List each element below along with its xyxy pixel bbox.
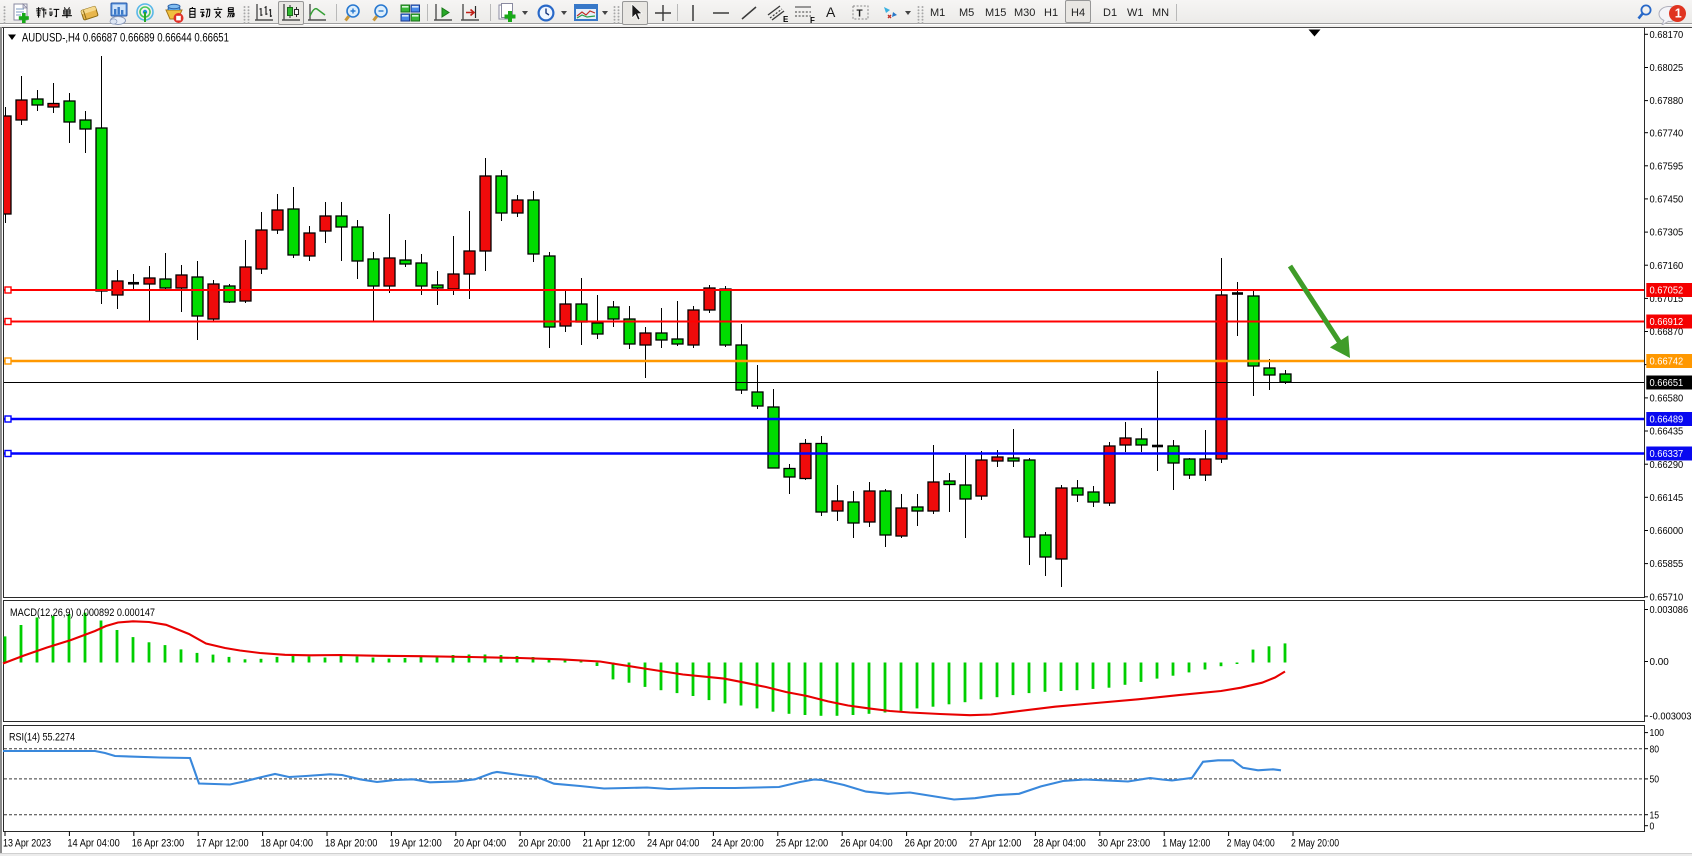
svg-text:0.67880: 0.67880 bbox=[1650, 96, 1684, 107]
svg-text:0: 0 bbox=[1650, 821, 1655, 832]
svg-text:15: 15 bbox=[1650, 810, 1660, 821]
svg-text:0.68025: 0.68025 bbox=[1650, 63, 1684, 74]
svg-text:24 Apr 20:00: 24 Apr 20:00 bbox=[711, 837, 763, 849]
svg-text:19 Apr 12:00: 19 Apr 12:00 bbox=[389, 837, 441, 849]
svg-text:E: E bbox=[783, 15, 789, 24]
svg-text:0.003086: 0.003086 bbox=[1650, 605, 1689, 616]
svg-text:27 Apr 12:00: 27 Apr 12:00 bbox=[969, 837, 1021, 849]
svg-text:100: 100 bbox=[1650, 728, 1665, 739]
svg-text:F: F bbox=[810, 16, 815, 24]
svg-text:25 Apr 12:00: 25 Apr 12:00 bbox=[776, 837, 828, 849]
svg-text:16 Apr 23:00: 16 Apr 23:00 bbox=[132, 837, 184, 849]
svg-text:0.67160: 0.67160 bbox=[1650, 261, 1684, 272]
svg-text:1: 1 bbox=[1675, 7, 1682, 21]
svg-text:0.66489: 0.66489 bbox=[1650, 415, 1684, 426]
svg-text:0.66290: 0.66290 bbox=[1650, 460, 1684, 471]
svg-text:-0.003003: -0.003003 bbox=[1650, 712, 1692, 723]
svg-text:30 Apr 23:00: 30 Apr 23:00 bbox=[1098, 837, 1150, 849]
svg-text:0.00: 0.00 bbox=[1650, 657, 1670, 668]
svg-text:18 Apr 04:00: 18 Apr 04:00 bbox=[261, 837, 313, 849]
svg-text:13 Apr 2023: 13 Apr 2023 bbox=[3, 837, 51, 849]
svg-text:0.67595: 0.67595 bbox=[1650, 161, 1684, 172]
svg-text:0.66000: 0.66000 bbox=[1650, 526, 1684, 537]
svg-text:0.65855: 0.65855 bbox=[1650, 559, 1684, 570]
svg-text:0.67052: 0.67052 bbox=[1650, 286, 1684, 297]
svg-text:0.66742: 0.66742 bbox=[1650, 357, 1684, 368]
svg-text:20 Apr 04:00: 20 Apr 04:00 bbox=[454, 837, 506, 849]
svg-text:14 Apr 04:00: 14 Apr 04:00 bbox=[67, 837, 119, 849]
svg-text:2 May 20:00: 2 May 20:00 bbox=[1291, 837, 1339, 849]
svg-text:0.67740: 0.67740 bbox=[1650, 128, 1684, 139]
svg-text:0.65710: 0.65710 bbox=[1650, 592, 1684, 603]
svg-text:21 Apr 12:00: 21 Apr 12:00 bbox=[583, 837, 635, 849]
svg-text:50: 50 bbox=[1650, 775, 1660, 786]
svg-text:26 Apr 04:00: 26 Apr 04:00 bbox=[840, 837, 892, 849]
svg-text:0.67305: 0.67305 bbox=[1650, 228, 1684, 239]
svg-text:RSI(14) 55.2274: RSI(14) 55.2274 bbox=[9, 732, 75, 744]
svg-text:0.66651: 0.66651 bbox=[1650, 378, 1684, 389]
svg-text:0.66337: 0.66337 bbox=[1650, 449, 1684, 460]
svg-text:0.67450: 0.67450 bbox=[1650, 195, 1684, 206]
svg-text:0.67015: 0.67015 bbox=[1650, 294, 1684, 305]
svg-text:17 Apr 12:00: 17 Apr 12:00 bbox=[196, 837, 248, 849]
svg-text:1 May 12:00: 1 May 12:00 bbox=[1162, 837, 1210, 849]
svg-text:0.66870: 0.66870 bbox=[1650, 327, 1684, 338]
svg-text:0.66435: 0.66435 bbox=[1650, 427, 1684, 438]
svg-text:18 Apr 20:00: 18 Apr 20:00 bbox=[325, 837, 377, 849]
svg-text:24 Apr 04:00: 24 Apr 04:00 bbox=[647, 837, 699, 849]
svg-text:26 Apr 20:00: 26 Apr 20:00 bbox=[905, 837, 957, 849]
svg-text:0.66912: 0.66912 bbox=[1650, 317, 1684, 328]
svg-text:80: 80 bbox=[1650, 744, 1660, 755]
svg-text:28 Apr 04:00: 28 Apr 04:00 bbox=[1033, 837, 1085, 849]
svg-text:20 Apr 20:00: 20 Apr 20:00 bbox=[518, 837, 570, 849]
svg-text:0.66145: 0.66145 bbox=[1650, 493, 1684, 504]
svg-text:0.66580: 0.66580 bbox=[1650, 394, 1684, 405]
svg-text:MACD(12,26,9) 0.000892 0.00014: MACD(12,26,9) 0.000892 0.000147 bbox=[10, 607, 155, 619]
svg-text:2 May 04:00: 2 May 04:00 bbox=[1227, 837, 1275, 849]
svg-text:AUDUSD-,H4 0.66687 0.66689 0.: AUDUSD-,H4 0.66687 0.66689 0.66644 0.666… bbox=[22, 30, 229, 44]
svg-text:T: T bbox=[857, 9, 863, 20]
svg-text:0.68170: 0.68170 bbox=[1650, 30, 1684, 41]
